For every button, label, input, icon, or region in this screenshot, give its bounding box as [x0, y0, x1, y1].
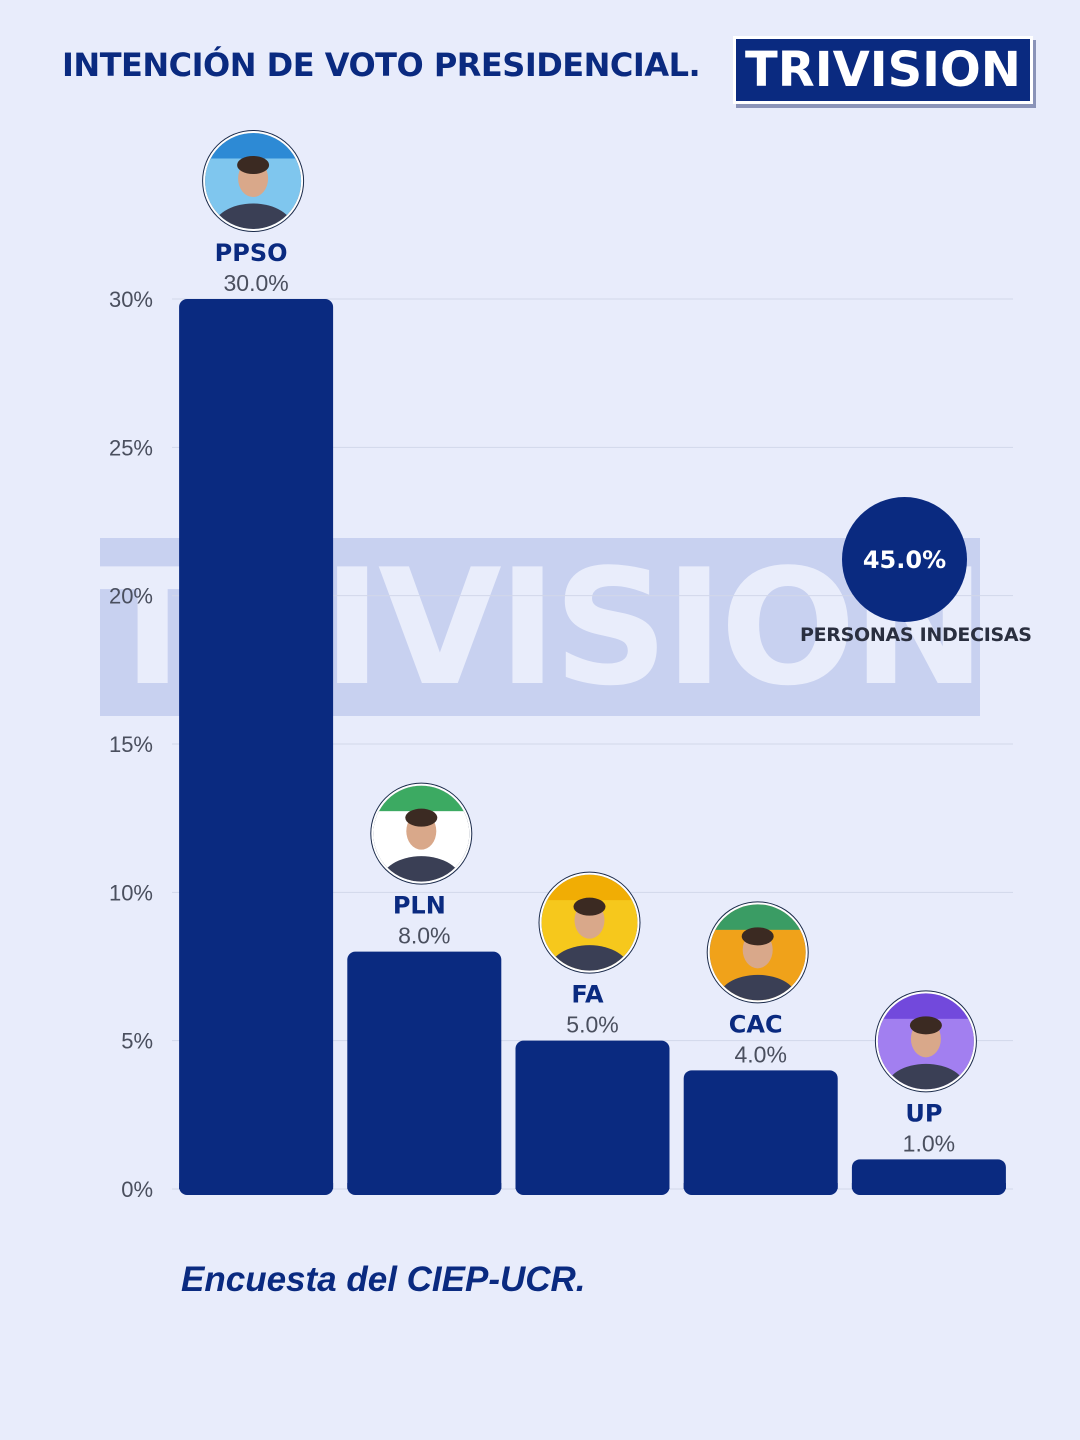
bar-base [347, 1183, 502, 1189]
bar-value-label: 30.0% [223, 270, 288, 296]
y-tick-label: 15% [109, 732, 153, 757]
trivision-logo: TRIVISION [733, 36, 1033, 104]
y-tick-label: 0% [121, 1177, 153, 1202]
y-tick-label: 10% [109, 880, 153, 905]
page-title: INTENCIÓN DE VOTO PRESIDENCIAL. [62, 46, 701, 84]
bar-category-label: CAC [729, 1010, 783, 1038]
bar-labels: 30.0% PPSO 8.0% PLN 5.0% FA 4.0% CAC 1.0% UP [215, 239, 955, 1156]
candidate-cac-avatar-icon [706, 901, 809, 1004]
bar-value-label: 5.0% [566, 1012, 618, 1038]
bar-value-label: 8.0% [398, 923, 450, 949]
bar-base [179, 1183, 334, 1189]
candidate-fa-avatar-icon [538, 871, 641, 974]
bar-pln [347, 951, 502, 1195]
candidate-pln-avatar-icon [370, 782, 473, 885]
bar-base [683, 1183, 838, 1189]
bar-category-label: PLN [393, 892, 446, 920]
y-tick-label: 20% [109, 584, 153, 609]
bar-category-label: UP [905, 1099, 942, 1127]
candidate-up-avatar-icon [874, 990, 977, 1093]
candidate-ppso-avatar-icon [202, 130, 305, 232]
bar-category-label: PPSO [215, 239, 288, 267]
undecided-badge: 45.0% [842, 497, 967, 622]
bar-cac [683, 1070, 838, 1195]
bar-base [851, 1183, 1006, 1189]
y-tick-label: 25% [109, 435, 153, 460]
bar-base [515, 1183, 670, 1189]
undecided-value: 45.0% [862, 545, 947, 574]
source-note: Encuesta del CIEP-UCR. [181, 1260, 586, 1299]
bar-category-label: FA [571, 981, 604, 1009]
chart-bars [179, 299, 1006, 1195]
bar-fa [515, 1040, 670, 1195]
undecided-label: PERSONAS INDECISAS [800, 624, 1032, 646]
y-axis: 0% 5% 10% 15% 20% 25% 30% [109, 287, 153, 1202]
logo-text: TRIVISION [745, 42, 1021, 98]
bar-up [851, 1159, 1006, 1195]
y-tick-label: 5% [121, 1029, 153, 1054]
bar-ppso [179, 299, 334, 1195]
bar-value-label: 1.0% [903, 1130, 955, 1156]
y-tick-label: 30% [109, 287, 153, 312]
bar-value-label: 4.0% [734, 1041, 786, 1067]
